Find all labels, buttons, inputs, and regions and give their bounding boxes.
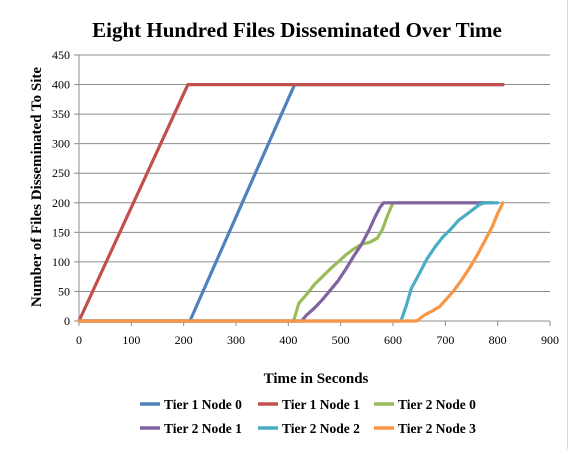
legend-label: Tier 2 Node 2 — [282, 421, 360, 436]
y-tick-label: 50 — [58, 284, 70, 298]
series-line-tier-2-node-3 — [77, 201, 505, 323]
y-tick-label: 400 — [52, 78, 70, 92]
legend-label: Tier 2 Node 3 — [398, 421, 476, 436]
y-tick-label: 250 — [52, 166, 70, 180]
y-tick-label: 300 — [52, 137, 70, 151]
x-tick-label: 800 — [489, 333, 507, 347]
series-line-tier-1-node-1 — [77, 83, 505, 323]
series-line-tier-2-node-1 — [77, 201, 494, 323]
x-tick-label: 200 — [175, 333, 193, 347]
x-tick-label: 300 — [227, 333, 245, 347]
x-tick-label: 500 — [332, 333, 350, 347]
y-tick-label: 0 — [64, 314, 70, 328]
y-tick-label: 350 — [52, 107, 70, 121]
legend-label: Tier 1 Node 1 — [282, 397, 360, 412]
legend: Tier 1 Node 0 Tier 1 Node 1 Tier 2 Node 0 T… — [140, 397, 476, 436]
series-line-tier-2-node-2 — [77, 201, 500, 323]
x-tick-label: 400 — [279, 333, 297, 347]
axes: 0 50 100 150 200 250 300 350 400 450 0 100 200 300 400… — [52, 48, 559, 347]
y-tick-label: 150 — [52, 225, 70, 239]
y-tick-label: 100 — [52, 255, 70, 269]
x-tick-label: 600 — [384, 333, 402, 347]
legend-label: Tier 1 Node 0 — [164, 397, 242, 412]
legend-label: Tier 2 Node 0 — [398, 397, 476, 412]
y-axis-title: Number of Files Disseminated To Site — [29, 67, 45, 307]
x-tick-label: 900 — [541, 333, 559, 347]
x-tick-label: 700 — [436, 333, 454, 347]
y-tick-label: 450 — [52, 48, 70, 62]
chart-title: Eight Hundred Files Disseminated Over Ti… — [92, 18, 502, 42]
legend-label: Tier 2 Node 1 — [164, 421, 242, 436]
series-line-tier-2-node-0 — [77, 201, 494, 323]
x-tick-label: 100 — [122, 333, 140, 347]
series-lines — [77, 83, 505, 323]
x-axis-title: Time in Seconds — [264, 371, 369, 387]
x-tick-label: 0 — [76, 333, 82, 347]
y-tick-label: 200 — [52, 196, 70, 210]
gridlines — [79, 54, 550, 292]
